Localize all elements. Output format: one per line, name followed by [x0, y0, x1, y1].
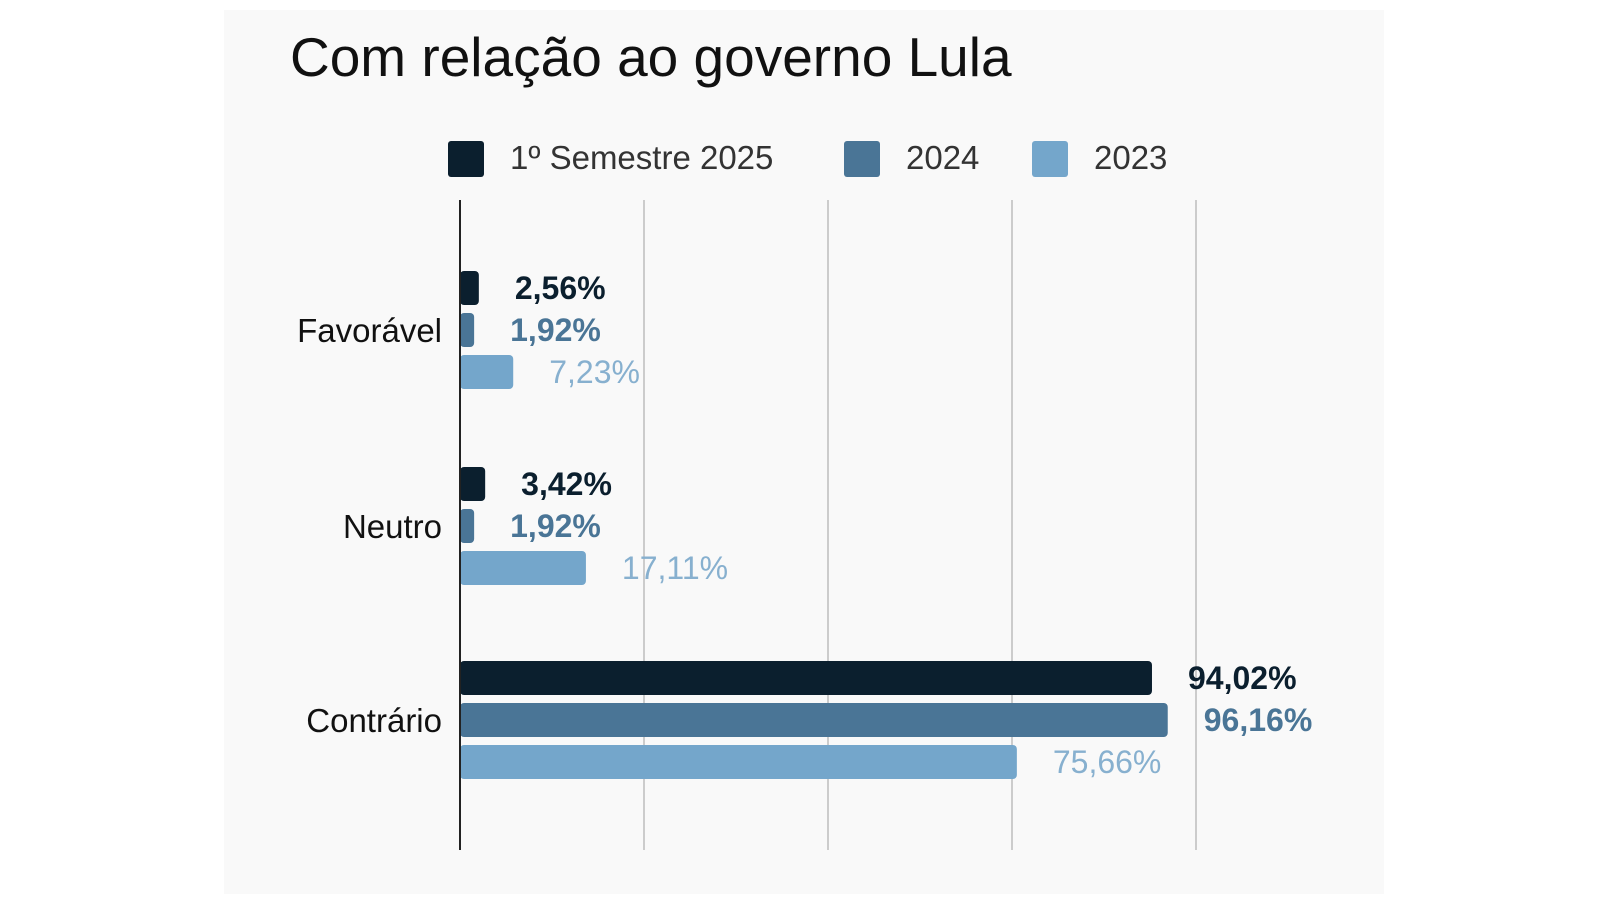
bar-1-1	[460, 509, 475, 543]
value-label-1-1: 1,92%	[510, 508, 601, 544]
bar-0-0	[460, 271, 479, 305]
bar-chart: Com relação ao governo Lula 1º Semestre …	[290, 26, 1312, 850]
legend-swatch-2	[1032, 141, 1068, 177]
category-label-0: Favorável	[297, 312, 442, 349]
bar-1-0	[460, 467, 486, 501]
category-label-2: Contrário	[306, 702, 442, 739]
value-labels: 2,56% 1,92% 7,23% 3,42% 1,92% 17,11% 94,02% 96,…	[510, 270, 1312, 780]
legend-swatch-0	[448, 141, 484, 177]
legend-swatch-1	[844, 141, 880, 177]
value-label-2-0: 94,02%	[1188, 660, 1297, 696]
gridlines	[643, 200, 1197, 850]
bars	[460, 271, 1168, 779]
bar-2-2	[460, 745, 1017, 779]
legend-label-1: 2024	[906, 139, 979, 176]
value-label-1-2: 17,11%	[622, 550, 728, 586]
bar-1-2	[460, 551, 586, 585]
chart-card: Com relação ao governo Lula 1º Semestre …	[224, 10, 1384, 894]
category-labels: Favorável Neutro Contrário	[297, 312, 442, 739]
legend-label-0: 1º Semestre 2025	[510, 139, 773, 176]
chart-title: Com relação ao governo Lula	[290, 26, 1012, 88]
value-label-0-0: 2,56%	[515, 270, 606, 306]
bar-2-0	[460, 661, 1152, 695]
bar-0-1	[460, 313, 475, 347]
value-label-0-1: 1,92%	[510, 312, 601, 348]
bar-0-2	[460, 355, 514, 389]
bar-2-1	[460, 703, 1168, 737]
value-label-2-1: 96,16%	[1204, 702, 1313, 738]
value-label-0-2: 7,23%	[549, 354, 640, 390]
legend: 1º Semestre 2025 2024 2023	[448, 139, 1167, 177]
category-label-1: Neutro	[343, 508, 442, 545]
legend-label-2: 2023	[1094, 139, 1167, 176]
value-label-2-2: 75,66%	[1053, 744, 1162, 780]
value-label-1-0: 3,42%	[521, 466, 612, 502]
